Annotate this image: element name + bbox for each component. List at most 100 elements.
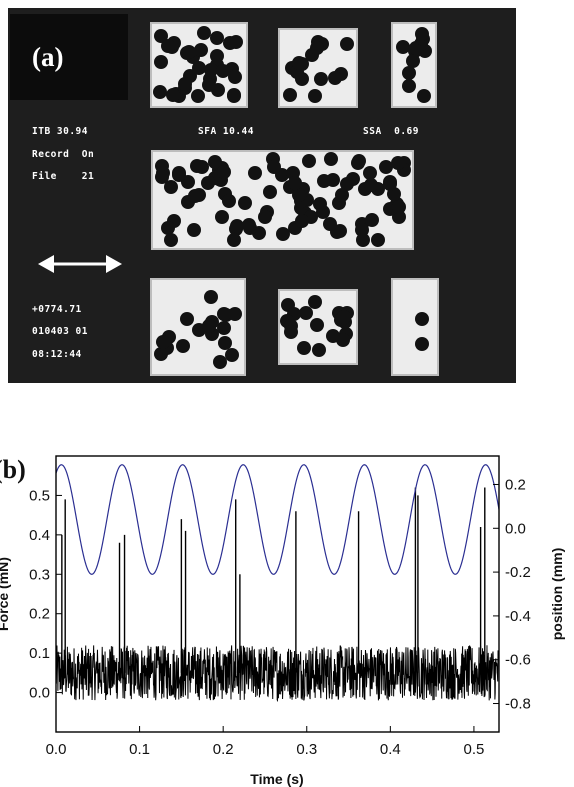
video-frame-panel-a: (a) ITB 30.94 Record On File 21 SFA 10.4… [8, 8, 516, 383]
force-noise-trace [56, 644, 499, 703]
ball [155, 334, 170, 349]
ball [340, 176, 355, 191]
ball [216, 320, 231, 335]
ball [352, 154, 367, 169]
osd-sfa: SFA 10.44 [198, 126, 254, 137]
ball [334, 188, 349, 203]
axes: 0.0 0.1 0.2 0.3 0.4 0.5 0.0 0.1 0.2 0.3 0.4 0.5 -0.8… [29, 476, 531, 758]
ball [291, 55, 306, 70]
ball [186, 222, 201, 237]
ball [221, 194, 236, 209]
ball [276, 226, 291, 241]
y-right-tick-label: -0.2 [505, 564, 531, 581]
ball [287, 176, 302, 191]
ball [284, 324, 299, 339]
y-left-tick-label: 0.3 [29, 566, 50, 583]
ball [324, 152, 339, 167]
granular-cell-bottom-middle [278, 289, 358, 365]
ball [216, 165, 231, 180]
ball [392, 200, 407, 215]
ball [153, 54, 168, 69]
panel-a-label: (a) [32, 42, 64, 72]
ball [227, 70, 242, 85]
ball [197, 25, 212, 40]
ball [178, 76, 193, 91]
y-right-tick-label: -0.6 [505, 652, 531, 669]
ball [314, 71, 329, 86]
ball [311, 342, 326, 357]
ball [362, 165, 377, 180]
ball [310, 40, 325, 55]
ball [258, 210, 273, 225]
x-tick-label: 0.2 [213, 741, 234, 758]
ball [395, 39, 410, 54]
granular-cell-top-left [150, 22, 248, 108]
osd-counter: +0774.71 [32, 304, 82, 315]
ball [291, 188, 306, 203]
force-position-chart: (b) 0.0 0.1 0.2 0.3 0.4 0.5 0.0 0.1 0.2 0.3 0.4 0.5… [0, 455, 565, 787]
ball [356, 232, 370, 247]
x-tick-label: 0.0 [46, 741, 67, 758]
y-right-tick-label: -0.8 [505, 696, 531, 713]
ball [201, 78, 216, 93]
granular-cell-top-middle [278, 28, 358, 108]
ball [301, 154, 316, 169]
ball [154, 28, 169, 43]
ball [323, 217, 338, 232]
ball [228, 34, 243, 49]
ball [283, 88, 298, 103]
ball [227, 307, 242, 322]
ball [340, 37, 355, 52]
y-axis-left-title: Force (mN) [0, 557, 11, 631]
ball [171, 167, 186, 182]
osd-ssa: SSA 0.69 [363, 126, 419, 137]
ball [188, 189, 203, 204]
granular-cell-center [151, 150, 414, 250]
ball [414, 26, 429, 41]
ball [242, 218, 257, 233]
panel-b-label: (b) [0, 455, 26, 484]
y-left-tick-label: 0.2 [29, 606, 50, 623]
y-left-tick-label: 0.1 [29, 645, 50, 662]
osd-date: 010403 01 [32, 326, 88, 337]
y-right-tick-label: 0.0 [505, 520, 526, 537]
x-tick-label: 0.1 [129, 741, 150, 758]
ball [405, 54, 420, 69]
granular-cell-top-right [391, 22, 437, 108]
ball [165, 87, 180, 102]
ball [164, 180, 179, 195]
ball [200, 175, 215, 190]
ball [382, 177, 397, 192]
granular-cell-bottom-right [391, 278, 439, 376]
ball [226, 232, 241, 247]
x-tick-label: 0.5 [463, 741, 484, 758]
ball [298, 306, 313, 321]
ball [179, 312, 194, 327]
ball [217, 306, 232, 321]
y-left-tick-label: 0.0 [29, 685, 50, 702]
ball [237, 196, 252, 211]
y-left-tick-label: 0.5 [29, 487, 50, 504]
ball [204, 62, 219, 77]
plot-area [56, 464, 499, 703]
ball [190, 158, 205, 173]
osd-file: File 21 [32, 171, 95, 182]
ball [193, 42, 208, 57]
position-trace [56, 464, 499, 575]
osd-itb: ITB 30.94 [32, 126, 88, 137]
ball [416, 88, 431, 103]
double-arrow-icon [38, 255, 122, 273]
plot-frame [55, 455, 500, 733]
ball [307, 295, 322, 310]
ball [364, 178, 379, 193]
ball [326, 329, 341, 344]
ball [201, 318, 216, 333]
ball [402, 78, 417, 93]
ball [415, 337, 429, 351]
ball [266, 159, 281, 174]
ball [161, 221, 176, 236]
ball [204, 290, 219, 305]
ball [176, 339, 191, 354]
ball [161, 39, 176, 54]
ball [294, 214, 309, 229]
